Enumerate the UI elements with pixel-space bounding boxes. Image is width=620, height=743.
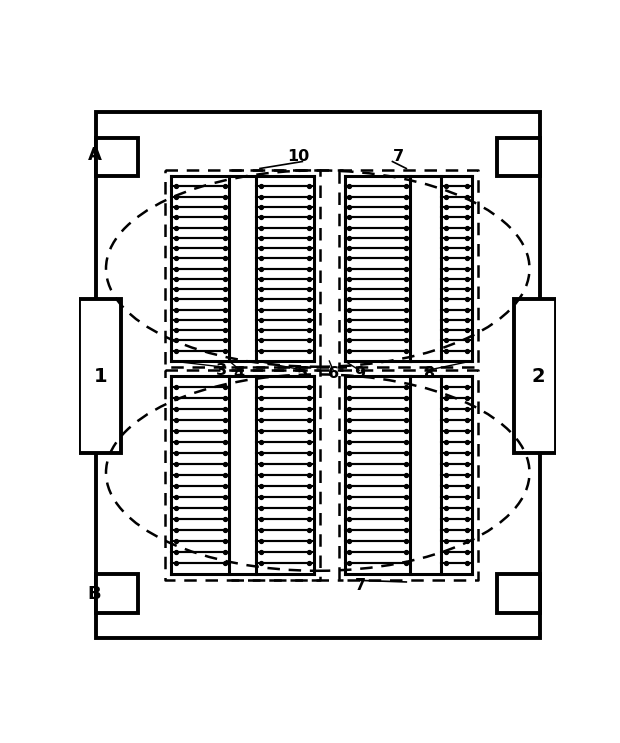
Text: 2: 2 — [531, 367, 545, 386]
Text: 5: 5 — [297, 366, 308, 381]
Bar — [96, 574, 138, 613]
Text: 10: 10 — [288, 149, 309, 163]
Text: 3: 3 — [216, 363, 227, 377]
Text: A: A — [87, 146, 102, 163]
Text: 1: 1 — [94, 367, 107, 386]
Text: B: B — [87, 585, 101, 603]
Text: 7: 7 — [393, 149, 404, 163]
Text: 7: 7 — [355, 578, 366, 594]
Bar — [79, 299, 122, 453]
Bar — [497, 574, 539, 613]
Bar — [96, 137, 138, 176]
Bar — [514, 299, 556, 453]
Text: 6: 6 — [327, 366, 339, 381]
Bar — [497, 137, 539, 176]
Text: 4: 4 — [233, 366, 244, 381]
Text: 9: 9 — [355, 366, 366, 381]
Text: 8: 8 — [424, 366, 435, 381]
